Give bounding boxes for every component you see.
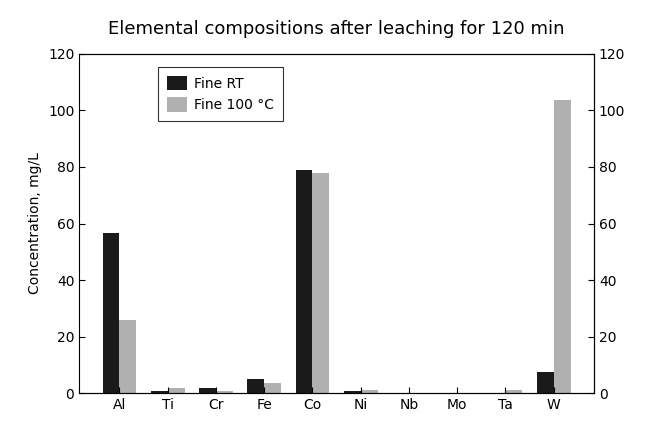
Bar [168,388,185,393]
Bar [216,391,233,393]
Legend: Fine RT, Fine 100 °C: Fine RT, Fine 100 °C [158,67,282,121]
Bar [264,384,281,393]
Bar [344,391,361,393]
Bar [312,173,329,393]
Bar [199,388,216,393]
Bar [248,379,264,393]
Bar [506,390,522,393]
Y-axis label: Concentration, mg/L: Concentration, mg/L [28,152,42,295]
Bar [361,390,378,393]
Bar [119,320,137,393]
Bar [537,372,554,393]
Bar [296,170,312,393]
Bar [554,101,571,393]
Title: Elemental compositions after leaching for 120 min: Elemental compositions after leaching fo… [108,20,565,38]
Bar [102,233,119,393]
Bar [151,391,168,393]
